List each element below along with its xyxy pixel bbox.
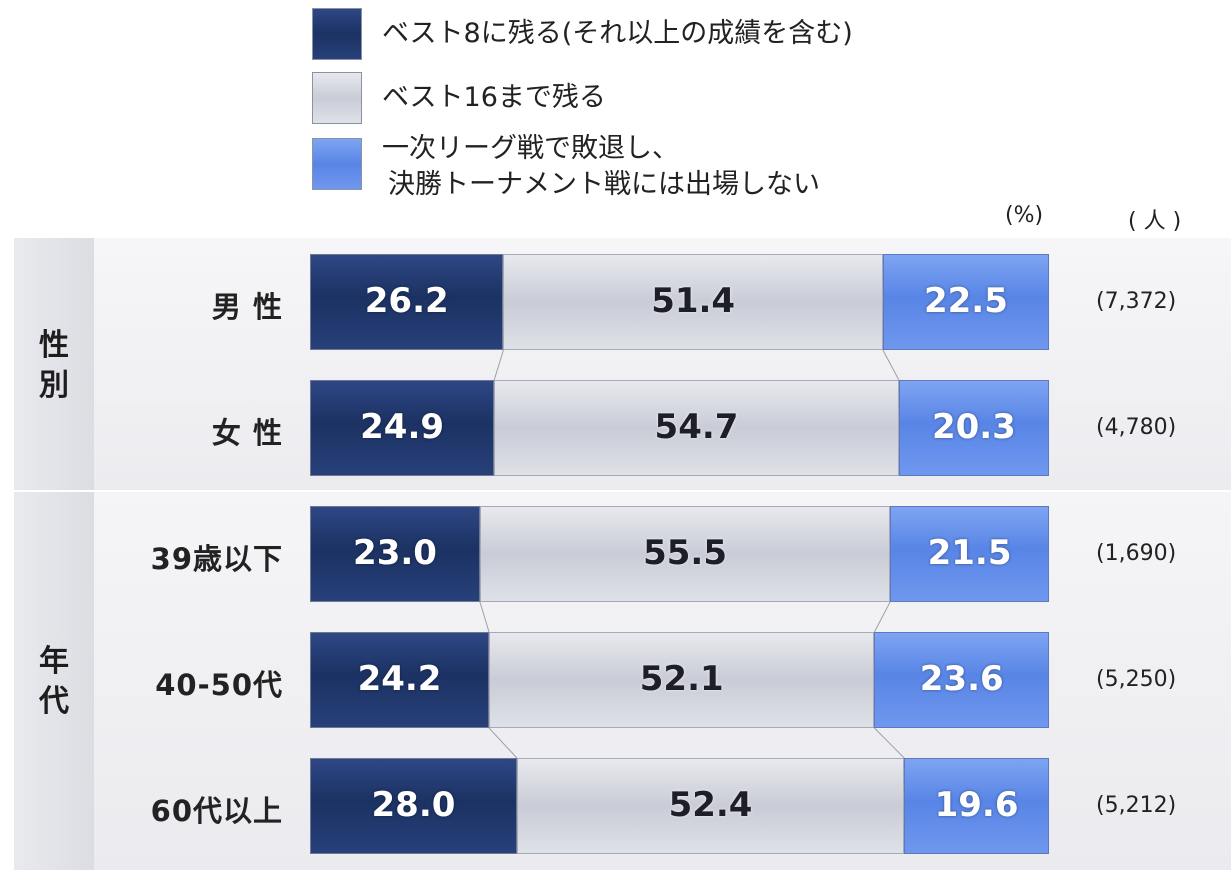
respondent-count: (5,250) — [1096, 667, 1177, 692]
bar-segment-best16 — [494, 380, 899, 476]
respondent-count: (5,212) — [1096, 793, 1177, 818]
data-label-group-stage: 21.5 — [927, 533, 1012, 573]
data-label-best16: 52.1 — [639, 659, 724, 699]
group-label-age: 年代 — [14, 642, 94, 722]
connector-line — [488, 727, 518, 759]
bar-segment-group-stage — [890, 506, 1049, 602]
age-tab — [14, 492, 94, 870]
group-label-age-text: 年代 — [39, 644, 69, 719]
bar-segment-best16 — [503, 254, 883, 350]
row-label: 60代以上 — [150, 794, 283, 828]
row-label: 39歳以下 — [150, 542, 283, 576]
connector-line — [882, 349, 900, 381]
bar-segment-best8 — [310, 254, 504, 350]
data-label-best16: 55.5 — [643, 533, 727, 573]
connector-line — [493, 349, 504, 381]
legend-swatch-best8 — [312, 8, 362, 60]
connector-line — [479, 601, 490, 633]
row-label: 男 性 — [211, 290, 283, 324]
bar-segment-best8 — [310, 506, 480, 602]
bar-segment-best16 — [516, 758, 905, 854]
group-label-gender-text: 性別 — [39, 328, 69, 403]
row-label: 40-50代 — [155, 668, 283, 702]
data-label-best8: 24.2 — [357, 659, 442, 699]
data-label-group-stage: 23.6 — [919, 659, 1004, 699]
data-label-group-stage: 22.5 — [923, 281, 1008, 321]
bar-segment-best8 — [310, 380, 495, 476]
data-label-best8: 26.2 — [364, 281, 449, 321]
bar-segment-group-stage — [882, 254, 1049, 350]
bar-segment-best16 — [489, 632, 875, 728]
bar-segment-group-stage — [874, 632, 1049, 728]
row-label: 女 性 — [211, 416, 283, 450]
bar-segment-best8 — [310, 758, 517, 854]
legend-label-group-stage-line1: 一次リーグ戦で敗退し、 — [382, 133, 679, 164]
connector-line — [873, 601, 891, 633]
legend-swatch-group-stage — [312, 138, 362, 190]
legend-label-best8: ベスト8に残る(それ以上の成績を含む) — [382, 18, 853, 49]
legend-label-best16: ベスト16まで残る — [382, 82, 606, 113]
respondent-count: (4,780) — [1096, 415, 1177, 440]
bar-segment-best8 — [310, 632, 490, 728]
respondent-count: (1,690) — [1096, 541, 1177, 566]
legend-swatch-best16 — [312, 72, 362, 124]
data-label-group-stage: 20.3 — [931, 407, 1016, 447]
bar-segment-group-stage — [898, 380, 1049, 476]
data-label-best8: 28.0 — [371, 785, 456, 825]
data-label-best16: 52.4 — [668, 785, 753, 825]
data-label-best8: 24.9 — [360, 407, 445, 447]
bar-segment-group-stage — [904, 758, 1049, 854]
data-label-best16: 51.4 — [651, 281, 736, 321]
data-label-best8: 23.0 — [353, 533, 437, 573]
gender-tab — [14, 238, 94, 490]
data-label-group-stage: 19.6 — [934, 785, 1019, 825]
bar-segment-best16 — [479, 506, 891, 602]
connector-line — [874, 727, 905, 759]
group-label-gender: 性別 — [14, 326, 94, 406]
people-unit-label: ( 人 ) — [1128, 209, 1182, 234]
data-label-best16: 54.7 — [654, 407, 739, 447]
respondent-count: (7,372) — [1096, 289, 1177, 314]
percent-unit-label: (%) — [1005, 203, 1044, 228]
legend-label-group-stage-line2: 決勝トーナメント戦には出場しない — [388, 169, 820, 200]
